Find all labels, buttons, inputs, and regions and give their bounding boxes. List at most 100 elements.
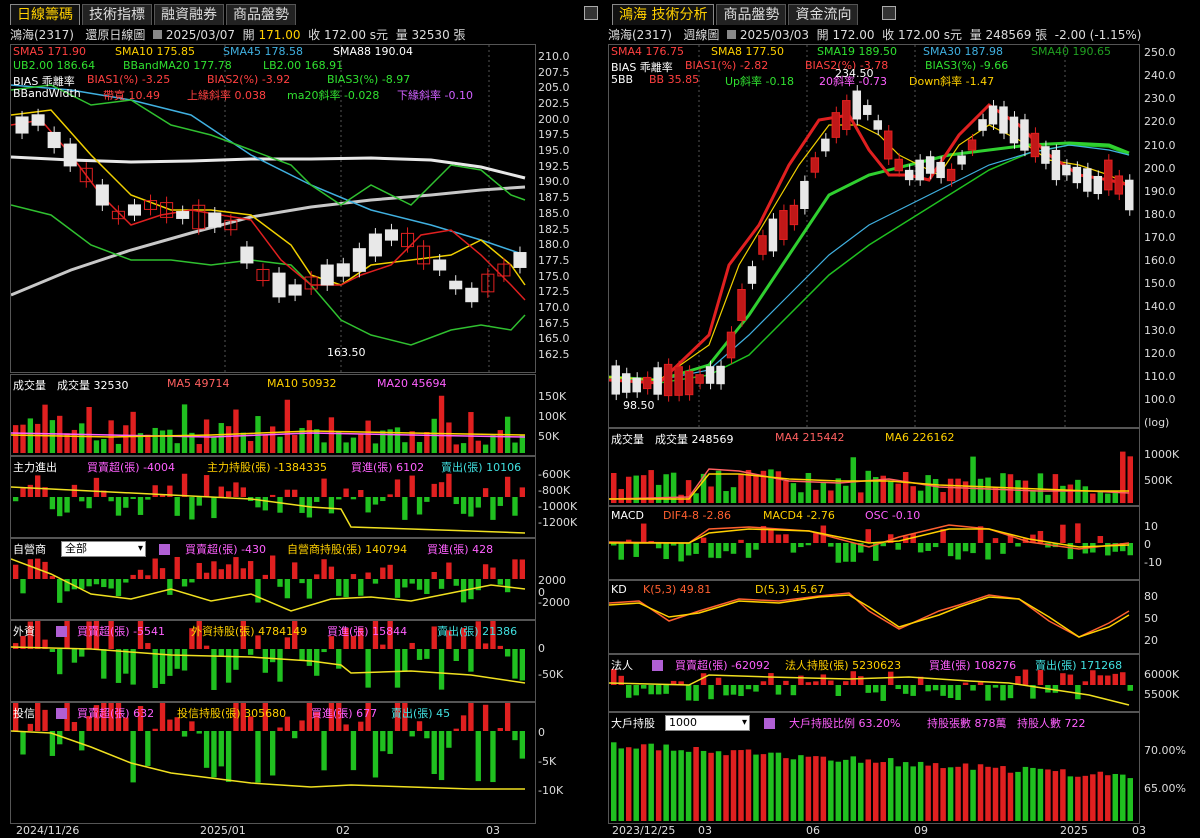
right-price-panel: SMA4 176.75 SMA8 177.50 SMA19 189.50 SMA… xyxy=(608,44,1140,428)
left-ub-label: UB2.00 186.64 xyxy=(13,59,96,72)
r-sma30-label: SMA30 187.98 xyxy=(923,45,1003,58)
bar xyxy=(101,703,107,731)
bar xyxy=(101,579,107,588)
right-price-chart xyxy=(609,45,1134,427)
bar xyxy=(394,479,401,497)
bar xyxy=(670,750,677,821)
left-window-close-icon[interactable] xyxy=(584,6,598,20)
r-checkbox-icon[interactable] xyxy=(727,30,737,39)
bar xyxy=(1082,775,1089,821)
tab-market-overview[interactable]: 商品盤勢 xyxy=(226,4,296,25)
bar xyxy=(519,559,525,579)
bar xyxy=(715,470,722,503)
tab-fund-flow[interactable]: 資金流向 xyxy=(788,4,859,25)
bar xyxy=(820,674,827,685)
bar xyxy=(365,497,371,513)
bar xyxy=(321,731,327,771)
sma19-line xyxy=(609,141,1130,382)
bar xyxy=(723,755,729,821)
bar xyxy=(255,497,261,508)
bar xyxy=(512,649,518,679)
tab-margin-trading[interactable]: 融資融券 xyxy=(154,4,224,25)
trust-sell: 賣出(張) 45 xyxy=(391,707,451,720)
foreign-net: 買賣超(張) -5541 xyxy=(77,625,166,638)
candle xyxy=(852,90,862,120)
bar xyxy=(655,543,662,549)
tab-tech-indicators[interactable]: 技術指標 xyxy=(82,4,152,25)
holders-dropdown[interactable]: 1000 xyxy=(665,715,750,731)
foreign-y2: -50K xyxy=(538,668,564,681)
bar xyxy=(343,627,349,649)
bar xyxy=(189,721,195,731)
bar xyxy=(895,685,901,690)
tab-daily-chips[interactable]: 日線籌碼 xyxy=(10,4,80,25)
bar xyxy=(358,579,364,596)
checkbox-icon[interactable] xyxy=(153,30,163,39)
bar xyxy=(71,579,78,590)
bar xyxy=(123,649,129,674)
holders-count: 持股人數 722 xyxy=(1017,717,1086,730)
dealer-menu-icon[interactable] xyxy=(156,542,173,555)
price-y-tick: (log) xyxy=(1144,416,1170,429)
bar xyxy=(145,434,151,453)
bar xyxy=(167,429,173,453)
bar xyxy=(490,567,496,579)
price-y-tick: 180.0 xyxy=(538,238,570,252)
r-vol-ma6-line xyxy=(609,473,1129,500)
bar xyxy=(1000,543,1006,554)
bar xyxy=(174,497,180,516)
foreign-menu-icon[interactable] xyxy=(53,624,70,637)
bar xyxy=(1067,543,1074,560)
candle xyxy=(999,106,1008,134)
tab-market-overview-2[interactable]: 商品盤勢 xyxy=(716,4,787,25)
bar xyxy=(970,685,976,691)
price-y-tick: 110.0 xyxy=(1144,369,1176,383)
inst-menu-icon[interactable] xyxy=(649,658,666,671)
right-window-close-icon[interactable] xyxy=(882,6,896,20)
candle xyxy=(1062,164,1071,176)
bar xyxy=(255,635,261,649)
bar xyxy=(962,763,969,821)
bar xyxy=(35,621,41,649)
bar xyxy=(211,731,217,778)
bar xyxy=(409,731,415,737)
trust-menu-icon[interactable] xyxy=(53,706,70,719)
candle xyxy=(144,200,158,210)
bar xyxy=(611,543,617,546)
bar xyxy=(798,675,804,685)
candle xyxy=(695,374,704,384)
bar xyxy=(277,649,283,682)
bar xyxy=(380,644,386,649)
bar xyxy=(101,438,107,453)
chart-mode[interactable]: 還原日線圖 xyxy=(85,28,146,42)
holders-select[interactable]: 1000 xyxy=(665,715,750,731)
candle xyxy=(1114,175,1124,195)
bar xyxy=(820,482,827,503)
dealer-dropdown[interactable]: 全部 xyxy=(61,541,146,557)
candle xyxy=(111,210,125,220)
bar xyxy=(663,685,669,694)
tab-tech-analysis[interactable]: 鴻海 技術分析 xyxy=(612,4,715,25)
holders-y2: 65.00% xyxy=(1144,782,1186,795)
bar xyxy=(394,703,401,731)
trust-y3: -10K xyxy=(538,784,564,797)
holders-menu-icon[interactable] xyxy=(761,716,778,729)
r-20-slope-label: 20斜率 -0.73 xyxy=(819,75,887,88)
holders-title: 大戶持股 xyxy=(611,717,655,730)
dealer-select[interactable]: 全部 xyxy=(61,541,146,557)
bar xyxy=(468,703,474,731)
bar xyxy=(270,555,276,579)
dealer-holding-line xyxy=(11,558,526,612)
bar xyxy=(314,497,320,502)
vol-value: 成交量 32530 xyxy=(57,379,129,392)
r-sma4-label: SMA4 176.75 xyxy=(611,45,684,58)
bar xyxy=(625,685,632,698)
r-sma19-label: SMA19 189.50 xyxy=(817,45,897,58)
bar xyxy=(306,579,313,599)
bar xyxy=(189,579,195,583)
bar xyxy=(1015,543,1021,547)
macd-y2: 0 xyxy=(1144,538,1151,551)
bar xyxy=(284,716,291,731)
bar xyxy=(1060,524,1066,543)
r-chart-mode[interactable]: 週線圖 xyxy=(683,28,720,42)
